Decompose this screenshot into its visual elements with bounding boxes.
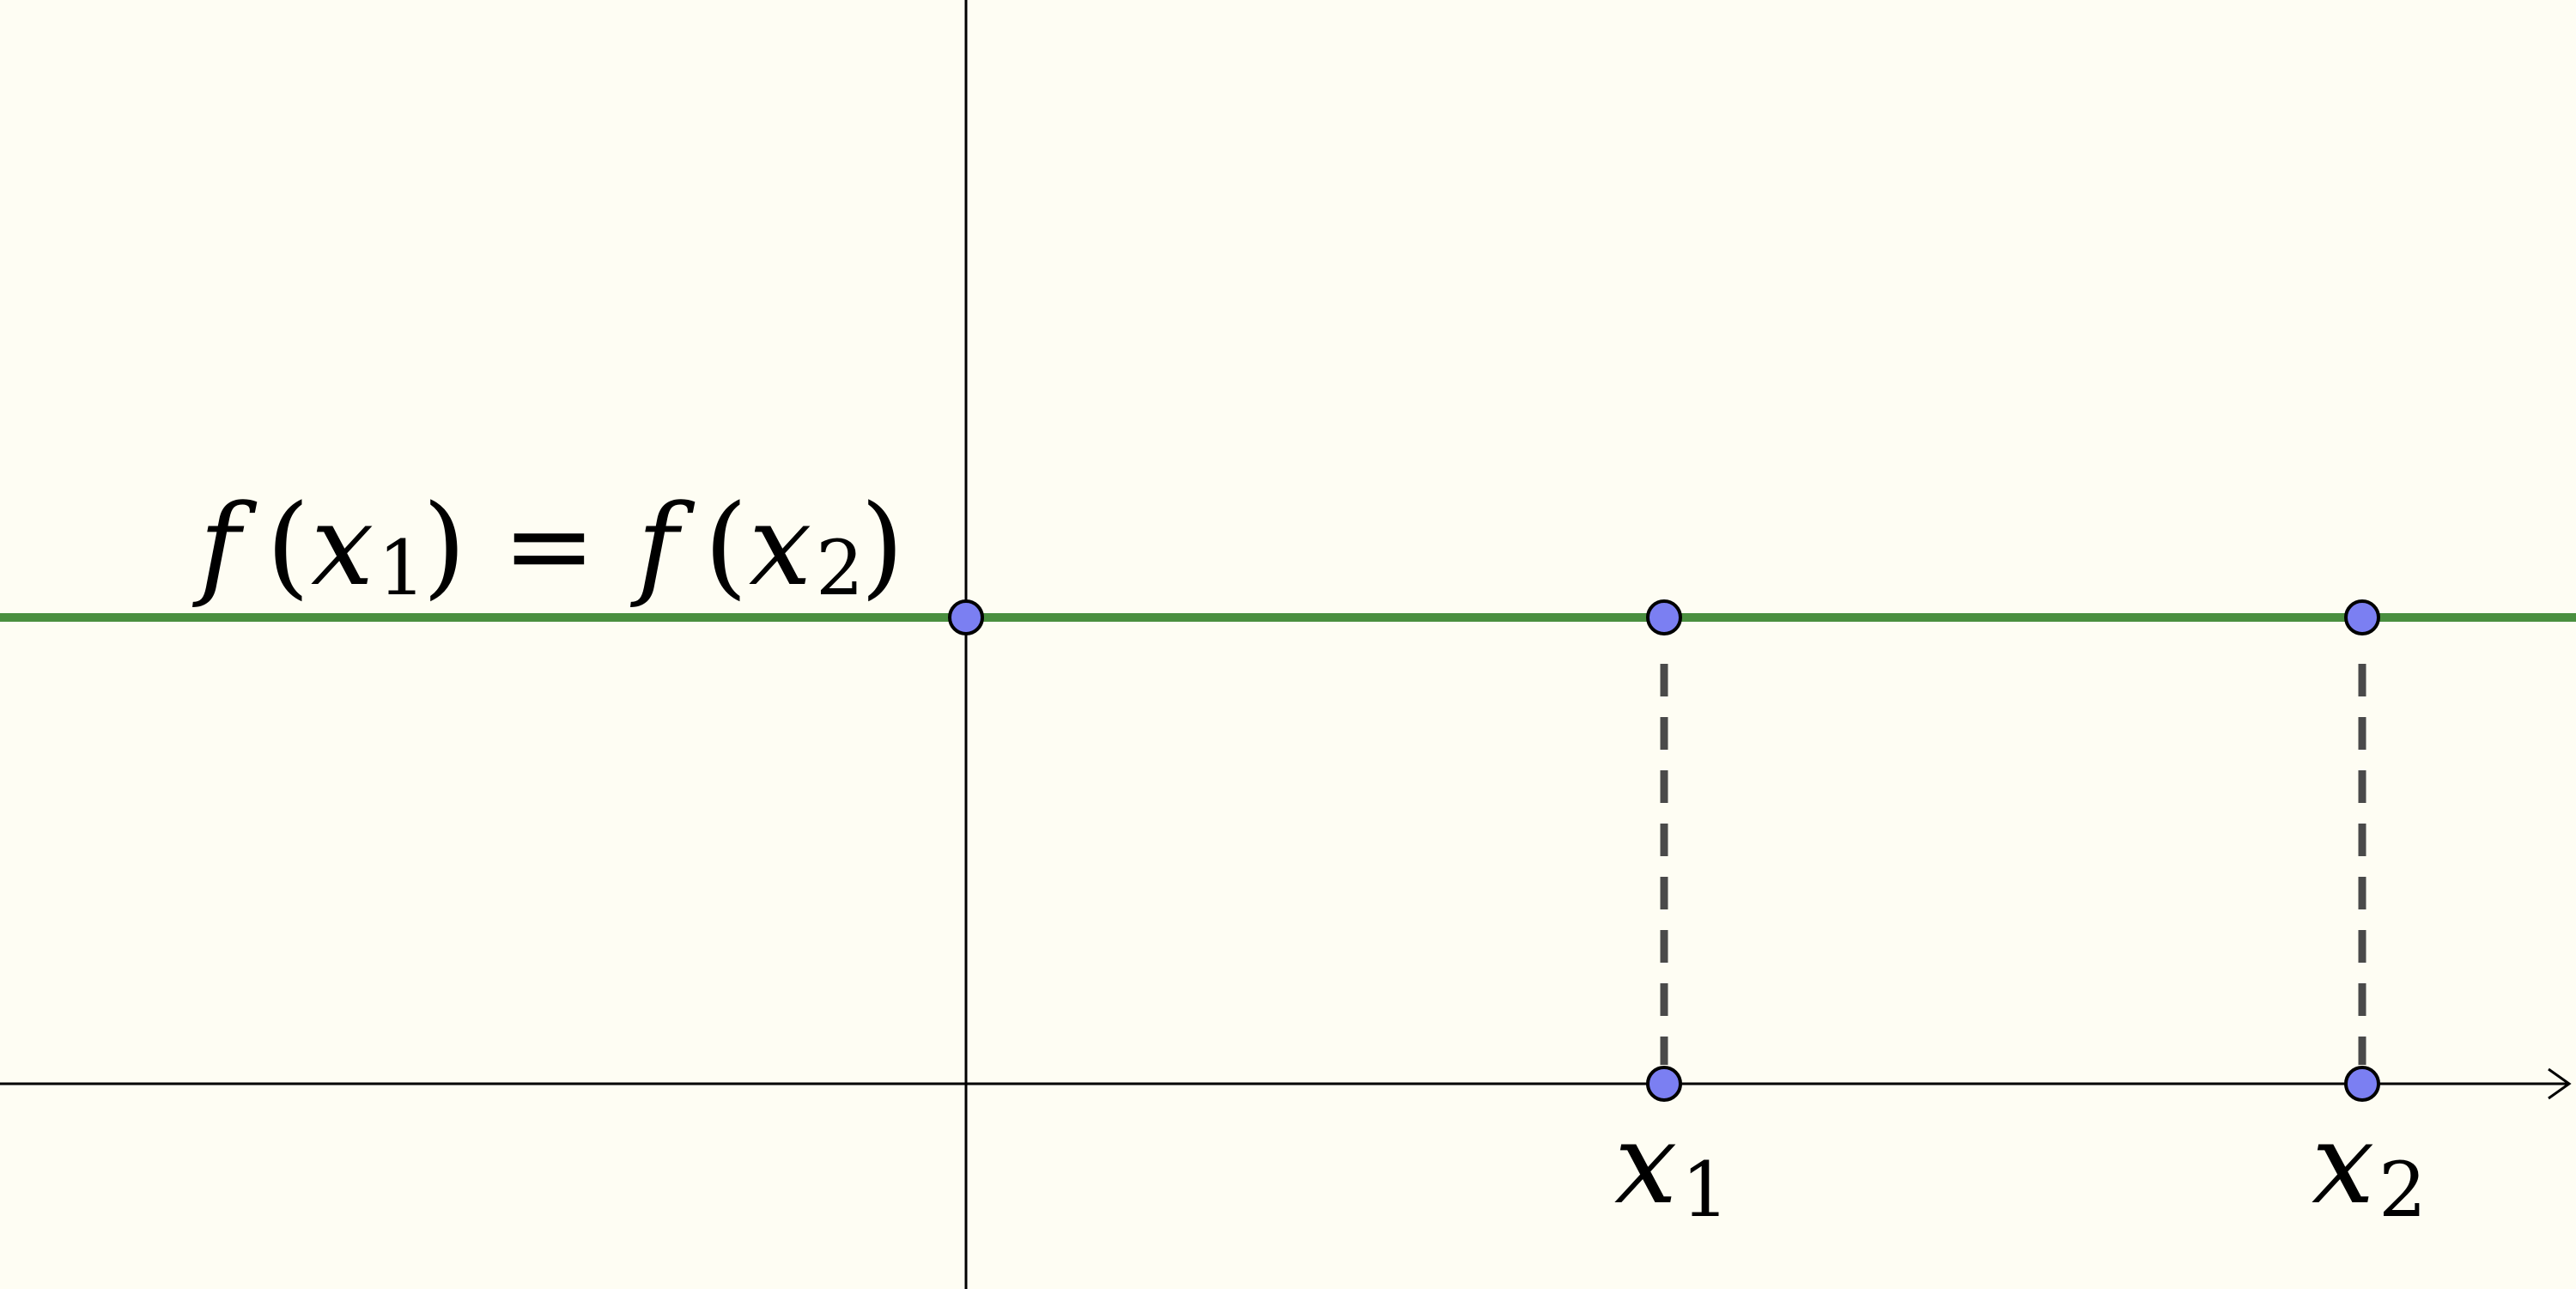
eq-open-paren-1: ( <box>266 480 310 611</box>
point-y-intercept <box>948 599 984 635</box>
eq-x2: x <box>749 480 811 611</box>
eq-equals: = <box>502 480 596 611</box>
eq-x1: x <box>311 480 374 611</box>
x1-label: x 1 <box>1614 1098 1729 1234</box>
eq-close-paren-1: ) <box>422 480 466 611</box>
point-x1 <box>1646 1066 1682 1102</box>
eq-close-paren-2: ) <box>860 480 904 611</box>
point-f-x2 <box>2344 599 2380 635</box>
point-x2 <box>2344 1066 2380 1102</box>
eq-sub-2: 2 <box>816 524 864 612</box>
x2-label: x 2 <box>2312 1098 2427 1234</box>
eq-sub-1: 1 <box>378 524 426 612</box>
equation-label: f ( x 1 ) = f ( x 2 ) <box>192 480 904 612</box>
x1-label-sub: 1 <box>1681 1146 1729 1234</box>
x1-label-base: x <box>1614 1098 1677 1229</box>
x2-label-base: x <box>2312 1098 2374 1229</box>
eq-open-paren-2: ( <box>704 480 748 611</box>
x2-label-sub: 2 <box>2379 1146 2427 1234</box>
eq-f1: f <box>192 480 258 611</box>
point-f-x1 <box>1646 599 1682 635</box>
x-axis-arrowhead <box>2548 1067 2572 1100</box>
eq-f2: f <box>630 480 696 611</box>
